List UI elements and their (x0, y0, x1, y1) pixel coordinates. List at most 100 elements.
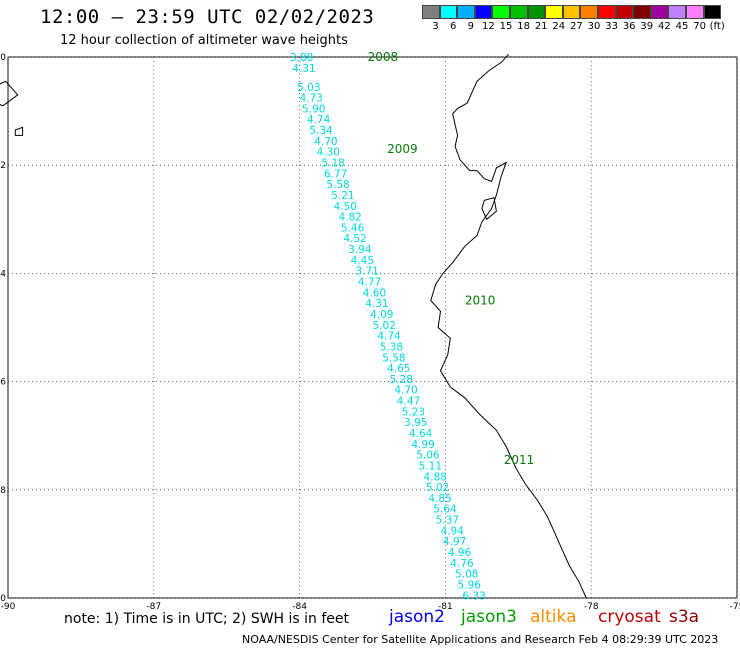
wave-height-value: 4.96 (448, 547, 472, 559)
legend-label: 18 (517, 21, 530, 32)
legend-label: 12 (482, 21, 495, 32)
legend-swatch (580, 5, 598, 19)
footnote: note: 1) Time is in UTC; 2) SWH is in fe… (64, 611, 350, 627)
wave-height-value: 5.23 (402, 406, 425, 418)
satellite-name-jason3: jason3 (461, 607, 517, 627)
wave-height-value: 4.60 (363, 287, 386, 299)
legend-label: 42 (658, 21, 671, 32)
x-tick-label: -84 (292, 602, 307, 612)
wave-height-value: 4.47 (397, 396, 420, 408)
legend-swatch (457, 5, 475, 19)
legend-label: 15 (499, 21, 513, 32)
satellite-name-altika: altika (530, 607, 577, 627)
legend-label: 39 (640, 21, 654, 32)
coastline-island (0, 80, 19, 107)
wave-height-value: 5.96 (458, 579, 482, 591)
x-tick-label: -87 (146, 602, 161, 612)
wave-height-value: 4.74 (307, 114, 331, 126)
color-legend (422, 5, 722, 19)
legend-label: 30 (587, 21, 601, 32)
wave-height-value: 4.99 (411, 439, 434, 451)
x-tick-label: -90 (1, 602, 16, 612)
wave-height-value: 5.21 (331, 190, 354, 202)
x-tick-label: -75 (730, 602, 740, 612)
wave-height-value: 5.90 (302, 103, 325, 115)
wave-height-value: 5.02 (426, 482, 449, 494)
x-tick-label: -81 (438, 602, 453, 612)
wave-height-value: 4.09 (370, 309, 393, 321)
wave-height-value: 5.37 (436, 515, 459, 527)
y-tick-label: -4 (0, 269, 6, 279)
wave-height-value: 4.94 (441, 525, 465, 537)
x-tick-label: -78 (584, 602, 599, 612)
wave-height-value: 4.65 (387, 363, 410, 375)
wave-height-value: 5.64 (433, 504, 457, 516)
legend-label: 9 (467, 21, 474, 32)
wave-height-value: 3.95 (404, 417, 427, 429)
wave-height-value: 4.52 (343, 233, 366, 245)
wave-height-value: 5.28 (390, 374, 413, 386)
wave-height-value: 5.06 (416, 450, 440, 462)
legend-label: 21 (534, 21, 548, 32)
wave-height-value: 5.58 (326, 179, 349, 191)
legend-swatch (545, 5, 563, 19)
legend-label: 70 (693, 21, 706, 32)
legend-label: 36 (622, 21, 636, 32)
y-tick-label: 0 (0, 53, 6, 63)
y-tick-label: -6 (0, 378, 6, 388)
credit-line: NOAA/NESDIS Center for Satellite Applica… (242, 633, 719, 646)
pass-label: 2008 (368, 50, 399, 64)
pass-label: 2010 (465, 293, 496, 307)
legend-label: 45 (675, 21, 689, 32)
legend-swatch (685, 5, 704, 19)
wave-height-value: 5.11 (419, 460, 442, 472)
wave-height-value: 5.03 (297, 82, 320, 94)
wave-height-value: 5.34 (309, 125, 333, 137)
wave-height-value: 4.70 (314, 136, 337, 148)
map-title: 12:00 — 23:59 UTC 02/02/2023 (40, 6, 375, 28)
wave-height-value: 4.70 (394, 385, 417, 397)
coastline-island (481, 197, 497, 221)
wave-height-value: 4.76 (450, 558, 474, 570)
legend-label: 33 (605, 21, 618, 32)
coastline (0, 53, 587, 599)
wave-height-value: 4.73 (300, 93, 323, 105)
wave-height-value: 6.77 (324, 168, 347, 180)
wave-height-value: 3.94 (348, 244, 372, 256)
wave-height-value: 4.45 (351, 255, 374, 267)
legend-swatch (439, 5, 458, 19)
coastline-island (14, 126, 24, 136)
pass-label: 2009 (387, 142, 418, 156)
wave-height-value: 4.82 (338, 212, 361, 224)
y-tick-label: -2 (0, 161, 6, 171)
wave-height-value: 3.88 (290, 52, 313, 64)
satellite-name-cryosat: cryosat (598, 607, 661, 627)
wave-height-value: 4.30 (317, 147, 340, 159)
wave-height-value: 3.71 (355, 266, 378, 278)
legend-swatch (422, 5, 440, 19)
observation-labels: 3.884.315.034.735.904.745.344.704.305.18… (290, 52, 486, 602)
pass-labels: 2008 2009 2010 2011 (368, 50, 535, 467)
legend-swatch (474, 5, 493, 19)
wave-height-value: 5.18 (321, 157, 344, 169)
legend-swatch (562, 5, 581, 19)
legend-swatch (597, 5, 616, 19)
y-tick-label: -10 (0, 594, 6, 604)
legend-swatch (633, 5, 651, 19)
legend-swatch (615, 5, 634, 19)
legend-swatch (650, 5, 669, 19)
wave-height-value: 4.77 (358, 277, 381, 289)
wave-height-value: 4.64 (409, 428, 433, 440)
legend-swatch (492, 5, 510, 19)
legend-swatch (527, 5, 546, 19)
wave-height-value: 4.74 (377, 331, 401, 343)
satellite-name-jason2: jason2 (389, 607, 445, 627)
map-grid (7, 56, 738, 599)
satellite-name-s3a: s3a (669, 607, 700, 627)
legend-label: 6 (450, 21, 457, 32)
legend-label: 24 (552, 21, 566, 32)
legend-swatch (703, 5, 722, 19)
coastline-mainland (430, 53, 587, 599)
wave-height-value: 5.38 (380, 341, 403, 353)
